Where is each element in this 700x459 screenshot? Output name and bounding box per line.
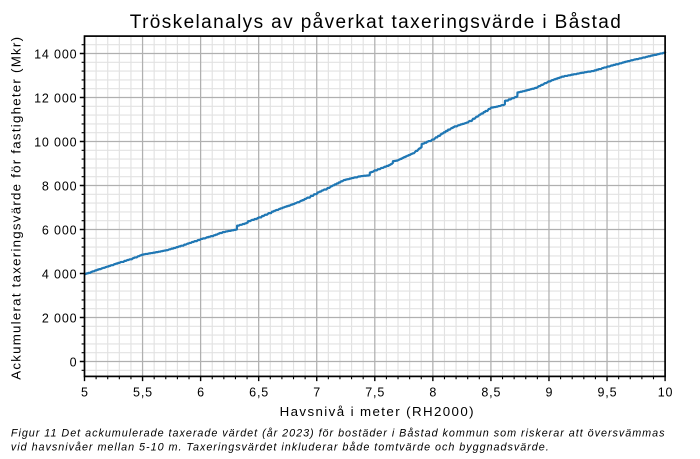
svg-text:8,5: 8,5: [481, 386, 501, 400]
svg-text:6 000: 6 000: [42, 223, 78, 237]
svg-text:Havsnivå i meter (RH2000): Havsnivå i meter (RH2000): [280, 404, 475, 419]
svg-text:vid havsnivåer mellan 5-10 m.: vid havsnivåer mellan 5-10 m. Taxeringsv…: [11, 441, 550, 453]
svg-text:7: 7: [313, 386, 321, 400]
svg-text:9,5: 9,5: [598, 386, 618, 400]
svg-text:12 000: 12 000: [34, 91, 77, 105]
svg-text:8: 8: [429, 386, 437, 400]
svg-text:0: 0: [70, 355, 78, 369]
svg-text:5: 5: [81, 386, 89, 400]
svg-text:8 000: 8 000: [42, 179, 78, 193]
svg-text:9: 9: [545, 386, 553, 400]
svg-text:6,5: 6,5: [249, 386, 269, 400]
svg-text:14 000: 14 000: [34, 47, 77, 61]
svg-text:2 000: 2 000: [42, 311, 78, 325]
svg-text:7,5: 7,5: [365, 386, 385, 400]
svg-text:6: 6: [197, 386, 205, 400]
svg-text:10 000: 10 000: [34, 135, 77, 149]
svg-text:Tröskelanalys av påverkat taxe: Tröskelanalys av påverkat taxeringsvärde…: [130, 12, 622, 33]
svg-text:5,5: 5,5: [133, 386, 153, 400]
svg-text:Ackumulerat taxeringsvärde för: Ackumulerat taxeringsvärde för fastighet…: [9, 36, 24, 380]
svg-text:4 000: 4 000: [42, 267, 78, 281]
svg-text:10: 10: [658, 386, 674, 400]
svg-text:Figur 11 Det ackumulerade taxe: Figur 11 Det ackumulerade taxerade värde…: [11, 428, 666, 440]
